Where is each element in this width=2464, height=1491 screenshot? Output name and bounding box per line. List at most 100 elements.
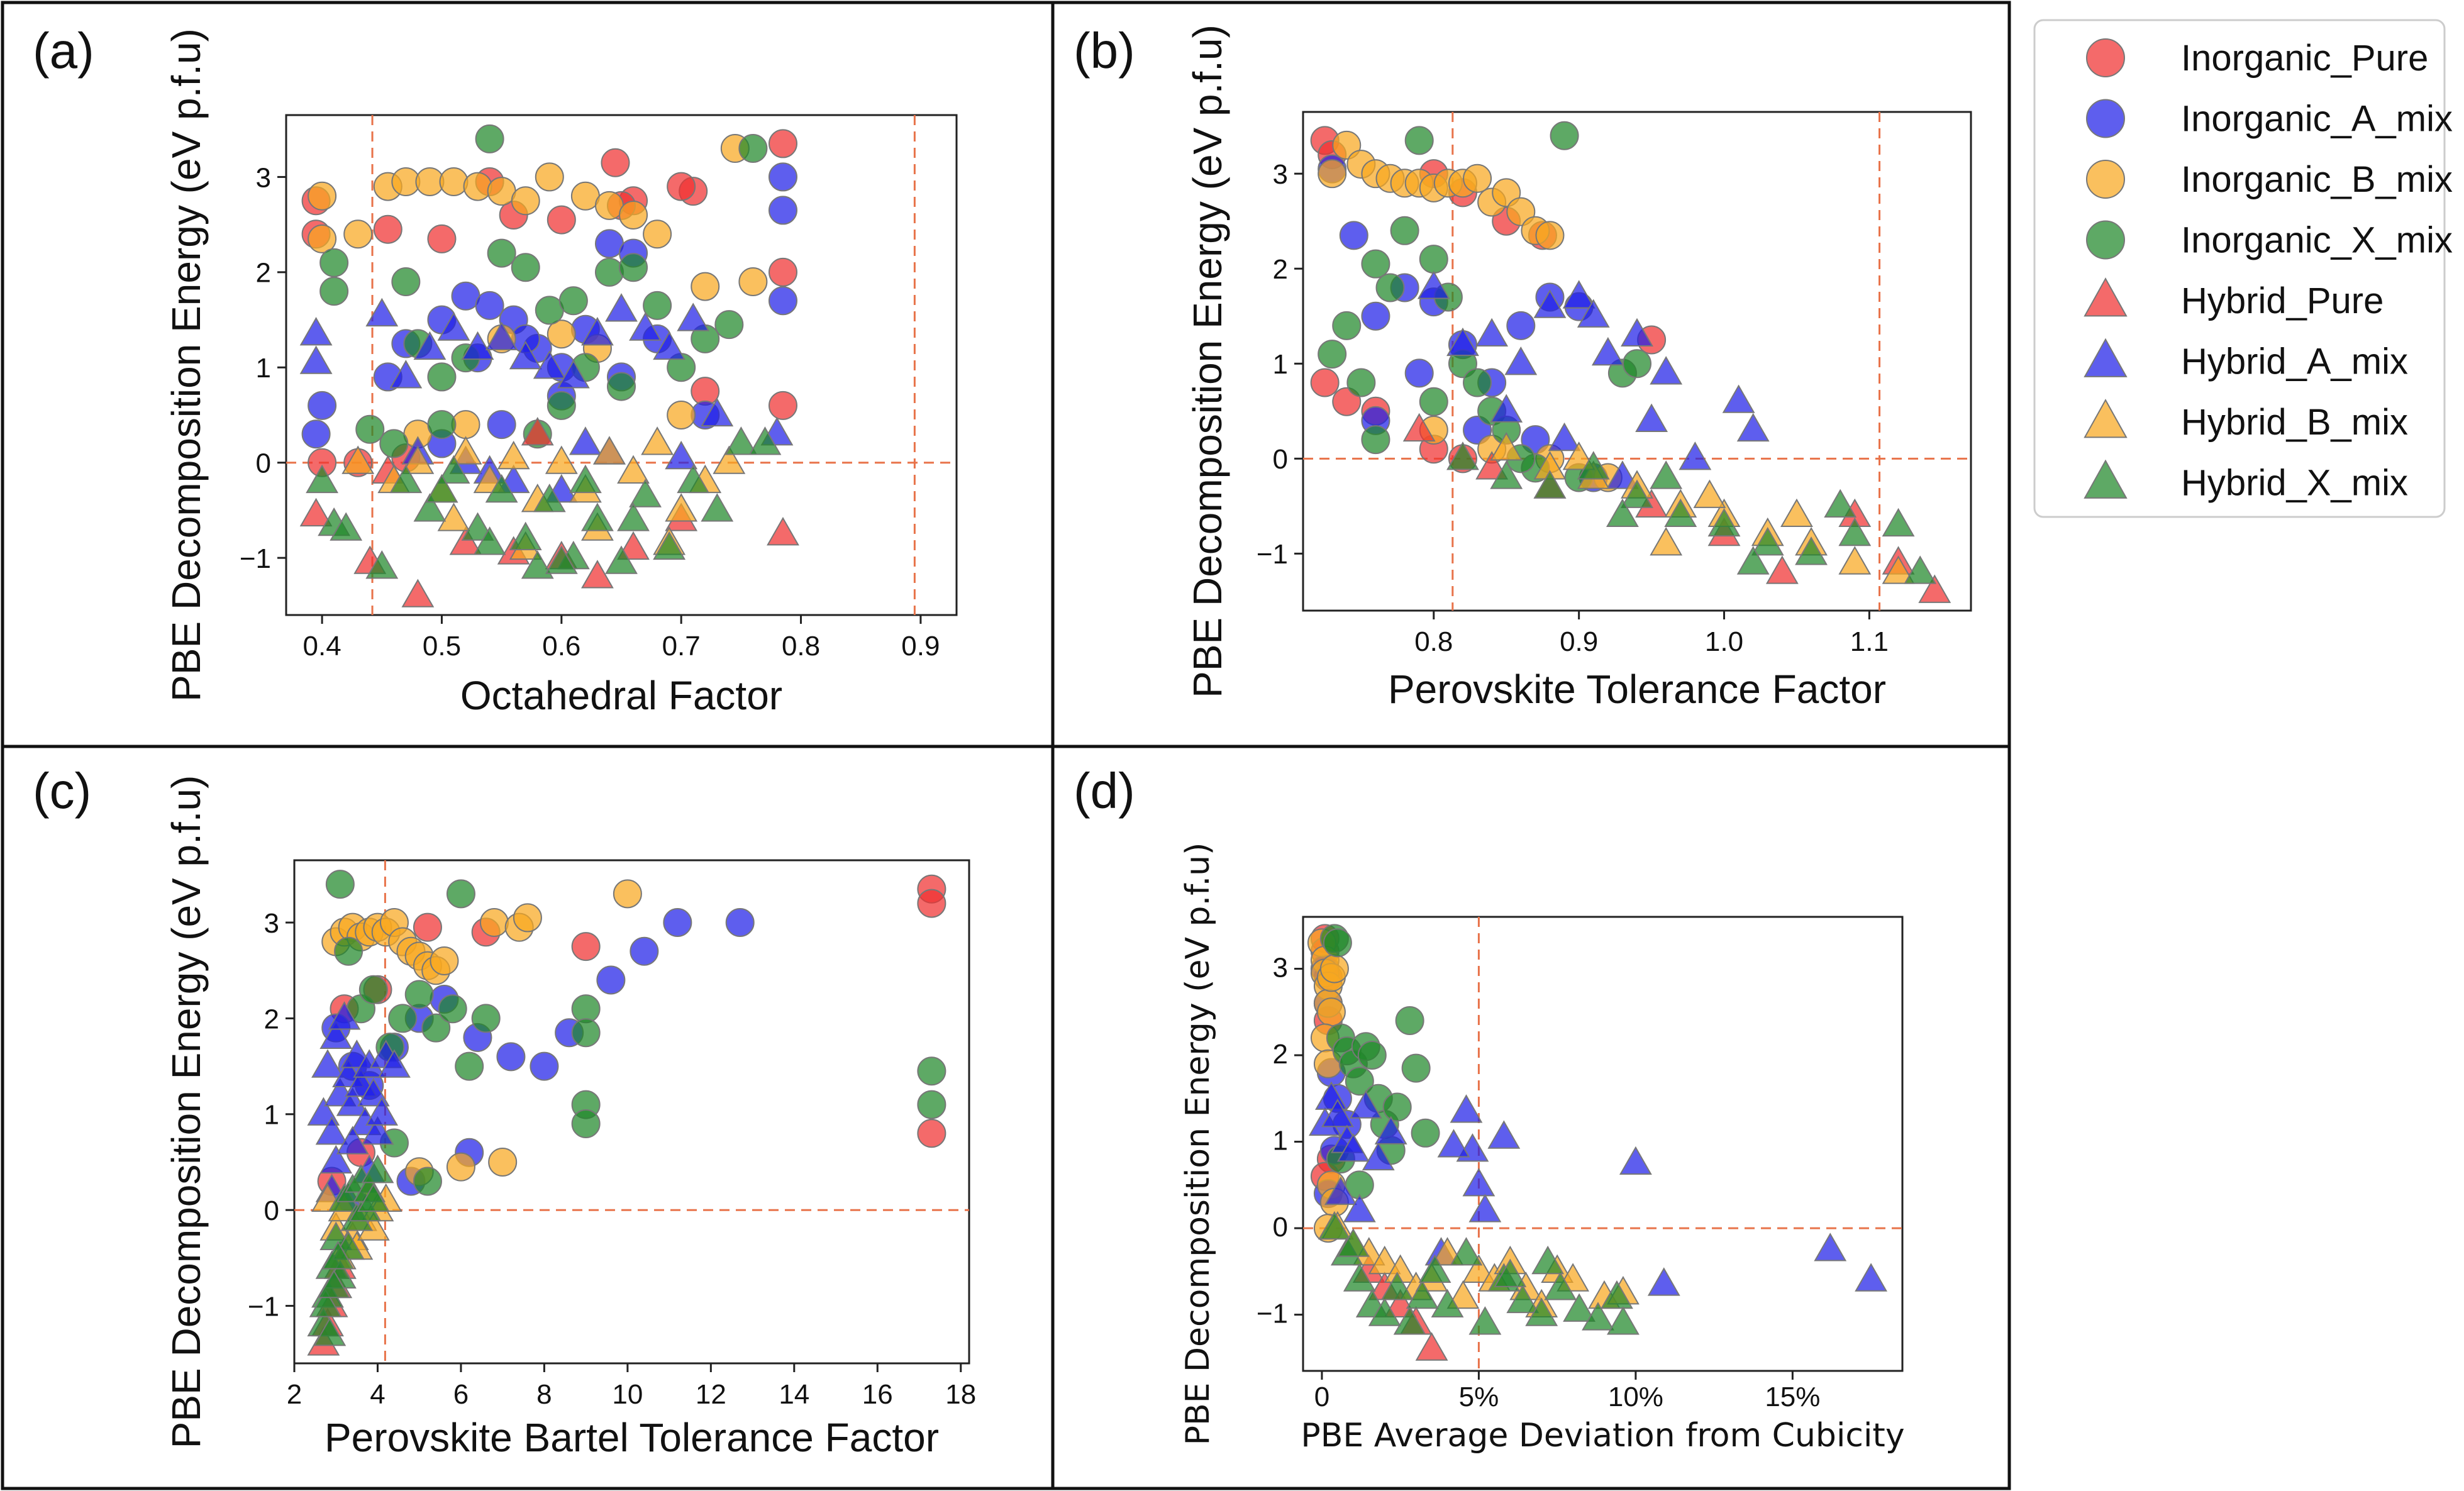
x-tick-label: 18 xyxy=(945,1379,976,1410)
data-point-hybrid-x-mix xyxy=(569,464,602,494)
data-point-inorganic-x-mix xyxy=(917,1090,946,1119)
x-tick-label: 15% xyxy=(1765,1382,1820,1412)
x-tick-label: 10 xyxy=(612,1379,643,1410)
panel-letter: (a) xyxy=(33,23,94,79)
data-point-hybrid-a-mix xyxy=(1417,270,1450,299)
data-point-hybrid-x-mix xyxy=(1336,1228,1370,1257)
x-axis-label: Perovskite Bartel Tolerance Factor xyxy=(325,1415,939,1460)
chart-panel-4: (d) 0 5% 10% 15% −1 0 1 2 3 PBE Average Deviation … xyxy=(1074,763,1905,1455)
x-axis-label: PBE Average Deviation from Cubicity xyxy=(1301,1417,1904,1455)
data-point-inorganic-a-mix xyxy=(496,1042,526,1072)
data-point-hybrid-x-mix xyxy=(1368,1297,1401,1326)
data-point-hybrid-a-mix xyxy=(1562,280,1595,309)
legend-entry: Hybrid_X_mix xyxy=(2084,459,2408,504)
data-point-hybrid-a-mix xyxy=(1374,1116,1407,1145)
y-axis-label: PBE Decomposition Energy (eV p.f.u) xyxy=(1185,25,1230,698)
x-tick-label: 0.8 xyxy=(782,631,820,662)
data-point-inorganic-pure xyxy=(917,889,946,918)
data-point-hybrid-x-mix xyxy=(1406,1280,1439,1309)
data-point-inorganic-b-mix xyxy=(1318,159,1347,189)
data-point-inorganic-b-mix xyxy=(691,272,720,301)
data-point-hybrid-b-mix xyxy=(545,445,578,474)
data-points xyxy=(307,870,946,1356)
data-point-hybrid-x-mix xyxy=(1393,1306,1426,1335)
data-point-hybrid-pure xyxy=(1918,574,1951,603)
y-tick-label: 0 xyxy=(1273,444,1288,475)
data-point-inorganic-b-mix xyxy=(613,879,642,909)
x-tick-label: 4 xyxy=(370,1379,385,1410)
data-point-hybrid-x-mix xyxy=(748,426,782,455)
data-point-hybrid-pure xyxy=(767,517,799,546)
data-point-hybrid-pure xyxy=(401,579,435,607)
data-point-inorganic-b-mix xyxy=(1319,954,1349,984)
data-point-hybrid-x-mix xyxy=(1506,1284,1540,1314)
data-point-hybrid-a-mix xyxy=(1349,1090,1382,1119)
data-point-hybrid-a-mix xyxy=(1490,394,1523,423)
chart-panel-2: (b) 0.8 0.9 1.0 1.1 −1 0 1 2 3 Perovskite Toleranc… xyxy=(1074,23,1972,712)
data-point-hybrid-x-mix xyxy=(461,512,494,541)
x-tick-label: 8 xyxy=(536,1379,552,1410)
data-point-hybrid-x-mix xyxy=(1664,498,1697,528)
data-point-inorganic-x-mix xyxy=(1411,1118,1440,1148)
data-point-hybrid-x-mix xyxy=(724,426,758,455)
data-point-inorganic-x-mix xyxy=(379,429,409,458)
data-point-inorganic-x-mix xyxy=(571,1018,601,1048)
data-point-hybrid-a-mix xyxy=(629,312,662,341)
y-axis-label: PBE Decomposition Energy (eV p.f.u) xyxy=(164,775,209,1449)
x-tick-label: 1.0 xyxy=(1705,626,1743,657)
data-point-inorganic-x-mix xyxy=(1332,311,1362,340)
data-point-hybrid-a-mix xyxy=(1504,346,1538,375)
data-point-hybrid-x-mix xyxy=(509,521,542,550)
data-point-inorganic-pure xyxy=(601,148,630,177)
data-point-hybrid-a-mix xyxy=(328,1001,361,1030)
data-point-inorganic-x-mix xyxy=(471,1004,501,1033)
data-point-hybrid-b-mix xyxy=(1446,1280,1480,1309)
data-point-hybrid-x-mix xyxy=(1824,489,1857,518)
data-point-hybrid-a-mix xyxy=(1462,1168,1496,1197)
data-point-inorganic-x-mix xyxy=(1550,121,1579,150)
data-point-inorganic-a-mix xyxy=(596,965,626,995)
data-point-hybrid-x-mix xyxy=(473,526,506,555)
data-point-hybrid-x-mix xyxy=(1380,1272,1414,1300)
data-point-inorganic-x-mix xyxy=(1382,1092,1412,1122)
data-point-hybrid-x-mix xyxy=(617,502,650,531)
data-point-inorganic-x-mix xyxy=(1375,273,1405,302)
data-point-hybrid-b-mix xyxy=(1693,479,1726,508)
data-point-inorganic-x-mix xyxy=(1419,387,1448,416)
data-point-hybrid-a-mix xyxy=(365,1097,399,1126)
data-point-inorganic-a-mix xyxy=(725,908,755,938)
data-point-inorganic-x-mix xyxy=(1346,368,1376,397)
data-point-hybrid-a-mix xyxy=(461,331,494,360)
data-point-inorganic-b-mix xyxy=(439,167,469,196)
data-point-hybrid-a-mix xyxy=(533,350,566,379)
data-point-hybrid-b-mix xyxy=(1368,1245,1401,1275)
data-point-inorganic-a-mix xyxy=(301,419,331,449)
data-point-inorganic-pure xyxy=(1310,368,1340,397)
data-point-hybrid-a-mix xyxy=(1343,1194,1376,1222)
data-point-hybrid-b-mix xyxy=(1650,527,1683,556)
data-point-inorganic-a-mix xyxy=(663,908,692,938)
y-tick-label: −1 xyxy=(1257,1299,1288,1329)
data-point-hybrid-b-mix xyxy=(1562,441,1595,470)
axes-frame xyxy=(293,859,970,1365)
legend-entry: Inorganic_Pure xyxy=(2086,38,2428,79)
data-point-inorganic-a-mix xyxy=(1404,358,1434,388)
data-point-inorganic-a-mix xyxy=(1361,301,1390,331)
data-point-inorganic-x-mix xyxy=(1361,249,1390,279)
data-point-inorganic-b-mix xyxy=(308,181,337,211)
data-point-inorganic-b-mix xyxy=(1535,221,1565,250)
data-point-hybrid-a-mix xyxy=(677,302,710,331)
data-point-inorganic-b-mix xyxy=(511,186,540,216)
data-point-inorganic-a-mix xyxy=(308,391,337,420)
data-point-hybrid-a-mix xyxy=(581,317,614,346)
data-point-hybrid-b-mix xyxy=(713,445,746,474)
data-point-hybrid-x-mix xyxy=(1533,470,1567,499)
data-point-inorganic-b-mix xyxy=(643,219,672,249)
legend-entry: Hybrid_Pure xyxy=(2084,277,2384,321)
data-point-hybrid-x-mix xyxy=(521,550,554,579)
data-point-inorganic-b-mix xyxy=(488,1148,518,1177)
data-point-inorganic-x-mix xyxy=(421,1013,451,1043)
data-point-inorganic-x-mix xyxy=(738,134,768,163)
x-tick-label: 6 xyxy=(453,1379,469,1410)
